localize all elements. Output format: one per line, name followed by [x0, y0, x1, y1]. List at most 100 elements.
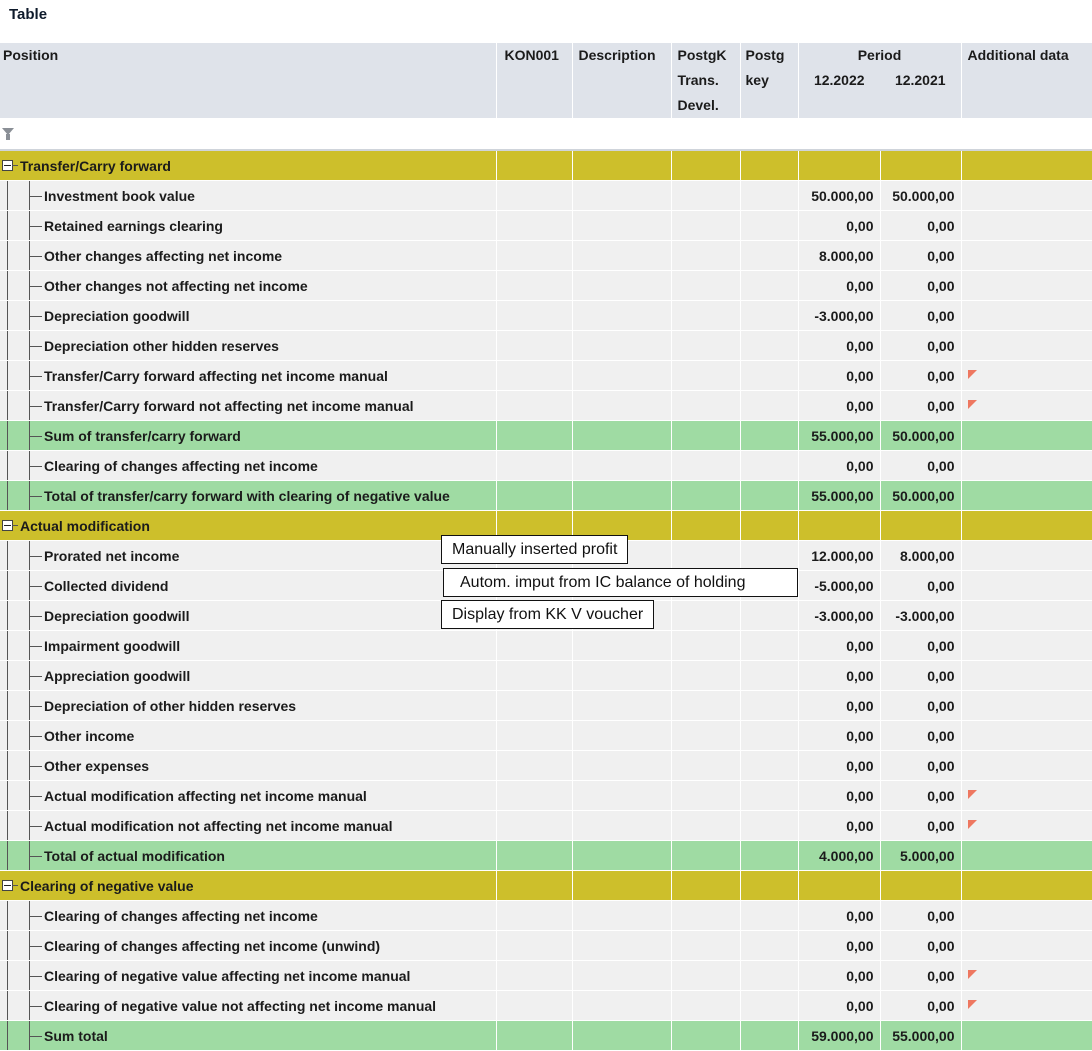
empty-cell	[671, 150, 741, 181]
value-12-2022: 0,00	[798, 750, 881, 781]
tree-line	[29, 721, 30, 750]
column-header-postgk[interactable]: PostgK Trans. Devel.	[671, 43, 741, 119]
filter-cell[interactable]	[961, 118, 1092, 151]
sum-row[interactable]: Sum of transfer/carry forward 55.000,00 50…	[0, 420, 1092, 451]
value-12-2022: 0,00	[798, 780, 881, 811]
table-row[interactable]: Clearing of changes affecting net income…	[0, 930, 1092, 961]
filter-cell[interactable]	[798, 118, 881, 151]
position-cell: Other expenses	[0, 750, 497, 781]
additional-data-cell	[961, 750, 1092, 781]
sum-row[interactable]: Total of actual modification 4.000,00 5.00…	[0, 840, 1092, 871]
empty-cell	[572, 660, 672, 691]
tree-line	[29, 811, 30, 840]
manual-entry-flag-icon[interactable]	[967, 970, 977, 979]
table-row[interactable]: Actual modification not affecting net in…	[0, 810, 1092, 841]
empty-cell	[572, 270, 672, 301]
additional-data-cell[interactable]	[961, 390, 1092, 421]
empty-cell	[496, 450, 573, 481]
table-row[interactable]: Impairment goodwill 0,00 0,00	[0, 630, 1092, 661]
table-row[interactable]: Clearing of changes affecting net income…	[0, 900, 1092, 931]
value-12-2021: 0,00	[880, 930, 962, 961]
column-header-kon001[interactable]: KON001	[496, 43, 573, 119]
tree-line	[7, 811, 8, 840]
table-row[interactable]: Prorated net income 12.000,00 8.000,00	[0, 540, 1092, 571]
group-row[interactable]: Transfer/Carry forward	[0, 150, 1092, 181]
empty-cell	[496, 660, 573, 691]
empty-cell	[572, 690, 672, 721]
table-row[interactable]: Depreciation goodwill -3.000,00 0,00	[0, 300, 1092, 331]
value-12-2021: -3.000,00	[880, 600, 962, 631]
group-row[interactable]: Actual modification	[0, 510, 1092, 541]
empty-cell	[671, 660, 741, 691]
empty-cell	[740, 960, 799, 991]
position-cell: Other income	[0, 720, 497, 751]
tree-connector	[30, 826, 42, 827]
filter-cell[interactable]	[496, 118, 573, 151]
table-row[interactable]: Clearing of negative value affecting net…	[0, 960, 1092, 991]
column-header-period[interactable]: Period 12.2022 12.2021	[798, 43, 962, 119]
value-12-2022: 55.000,00	[798, 420, 881, 451]
additional-data-cell[interactable]	[961, 990, 1092, 1021]
sum-row[interactable]: Sum total 59.000,00 55.000,00	[0, 1020, 1092, 1051]
position-cell: Prorated net income	[0, 540, 497, 571]
table-row[interactable]: Investment book value 50.000,00 50.000,00	[0, 180, 1092, 211]
position-cell: Depreciation goodwill	[0, 600, 497, 631]
position-cell: Total of actual modification	[0, 840, 497, 871]
table-row[interactable]: Other expenses 0,00 0,00	[0, 750, 1092, 781]
manual-entry-flag-icon[interactable]	[967, 370, 977, 379]
filter-cell[interactable]	[671, 118, 741, 151]
additional-data-cell	[961, 510, 1092, 541]
table-row[interactable]: Appreciation goodwill 0,00 0,00	[0, 660, 1092, 691]
table-row[interactable]: Transfer/Carry forward affecting net inc…	[0, 360, 1092, 391]
value-12-2022: 0,00	[798, 210, 881, 241]
tree-line	[7, 601, 8, 630]
table-row[interactable]: Clearing of changes affecting net income…	[0, 450, 1092, 481]
column-header-period-2022[interactable]: 12.2022	[813, 72, 865, 88]
manual-entry-flag-icon[interactable]	[967, 790, 977, 799]
sum-row[interactable]: Total of transfer/carry forward with cle…	[0, 480, 1092, 511]
empty-cell	[572, 240, 672, 271]
filter-cell[interactable]	[572, 118, 672, 151]
table-row[interactable]: Other changes not affecting net income 0,…	[0, 270, 1092, 301]
table-row[interactable]: Depreciation other hidden reserves 0,00 0,…	[0, 330, 1092, 361]
table-row[interactable]: Other changes affecting net income 8.000,…	[0, 240, 1092, 271]
table-row[interactable]: Clearing of negative value not affecting…	[0, 990, 1092, 1021]
additional-data-cell[interactable]	[961, 960, 1092, 991]
tree-line	[7, 691, 8, 720]
additional-data-cell	[961, 840, 1092, 871]
filter-cell[interactable]	[740, 118, 799, 151]
table-row[interactable]: Transfer/Carry forward not affecting net…	[0, 390, 1092, 421]
table-row[interactable]: Other income 0,00 0,00	[0, 720, 1092, 751]
tree-connector	[30, 736, 42, 737]
additional-data-cell[interactable]	[961, 360, 1092, 391]
column-header-period-2021[interactable]: 12.2021	[894, 72, 946, 88]
tree-line	[29, 271, 30, 300]
empty-cell	[740, 660, 799, 691]
column-header-position[interactable]: Position	[0, 43, 497, 119]
column-header-description[interactable]: Description	[572, 43, 672, 119]
manual-entry-flag-icon[interactable]	[967, 1000, 977, 1009]
filter-cell[interactable]	[880, 118, 962, 151]
manual-entry-flag-icon[interactable]	[967, 820, 977, 829]
additional-data-cell[interactable]	[961, 810, 1092, 841]
tree-line	[29, 961, 30, 990]
filter-cell-position[interactable]	[0, 118, 497, 151]
position-cell: Retained earnings clearing	[0, 210, 497, 241]
value-12-2021: 50.000,00	[880, 180, 962, 211]
table-row[interactable]: Depreciation of other hidden reserves 0,0…	[0, 690, 1092, 721]
row-label: Appreciation goodwill	[44, 668, 191, 684]
empty-cell	[572, 960, 672, 991]
table-row[interactable]: Actual modification affecting net income…	[0, 780, 1092, 811]
value-12-2022: 0,00	[798, 360, 881, 391]
column-header-additional-data[interactable]: Additional data	[961, 43, 1092, 119]
column-header-postg-key[interactable]: Postg key	[740, 43, 799, 119]
group-row[interactable]: Clearing of negative value	[0, 870, 1092, 901]
empty-cell	[740, 360, 799, 391]
additional-data-cell[interactable]	[961, 780, 1092, 811]
tree-line	[7, 721, 8, 750]
row-label: Depreciation of other hidden reserves	[44, 698, 297, 714]
value-12-2021: 50.000,00	[880, 480, 962, 511]
callout-kkv-voucher: Display from KK V voucher	[441, 600, 655, 629]
table-row[interactable]: Retained earnings clearing 0,00 0,00	[0, 210, 1092, 241]
manual-entry-flag-icon[interactable]	[967, 400, 977, 409]
